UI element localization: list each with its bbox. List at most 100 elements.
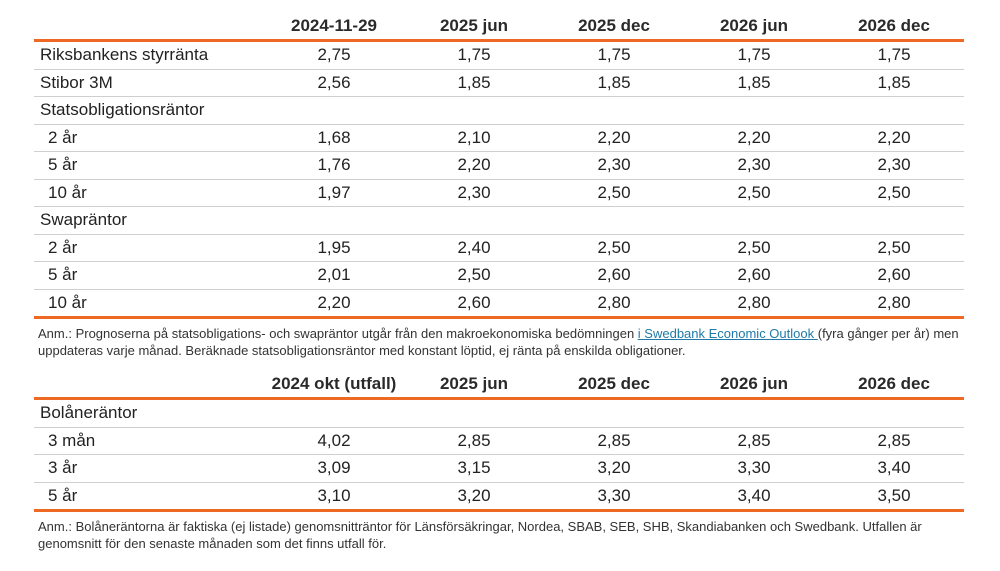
cell: 3,40: [737, 485, 771, 505]
header-cell-2026-dec: 2026 dec: [858, 374, 930, 393]
header-cell-2025-jun: 2025 jun: [439, 16, 509, 35]
row-label: 5 år: [48, 265, 78, 285]
header-cell-2025-dec: 2025 dec: [578, 374, 650, 393]
row-label: 10 år: [48, 182, 87, 202]
cell: 2,60: [597, 265, 631, 285]
cell: 2,56: [317, 72, 351, 92]
cell: 2,60: [737, 265, 771, 285]
cell: 1,85: [877, 72, 911, 92]
cell: 2,80: [877, 292, 911, 312]
cell: 3,40: [877, 458, 911, 478]
mortgage-rate-table: 2024 okt (utfall) 2025 jun 2025 dec 2026…: [34, 371, 964, 552]
section-label: Bolåneräntor: [40, 403, 138, 423]
cell: 2,85: [597, 430, 631, 450]
cell: 2,20: [597, 127, 631, 147]
cell: 2,80: [737, 292, 771, 312]
cell: 3,30: [737, 458, 771, 478]
policy-rate-table: 2024-11-29 2025 jun 2025 dec 2026 jun 20…: [34, 13, 964, 371]
table-row: 2 år 1,68 2,10 2,20 2,20 2,20: [34, 125, 964, 152]
cell: 3,15: [457, 458, 491, 478]
note-text: Anm.: Prognoserna på statsobligations- o…: [38, 326, 638, 341]
header-cell-2024-okt: 2024 okt (utfall): [271, 374, 397, 393]
table-row: Riksbankens styrränta 2,75 1,75 1,75 1,7…: [34, 42, 964, 70]
cell: 3,09: [317, 458, 351, 478]
cell: 1,85: [737, 72, 771, 92]
row-label: 2 år: [48, 237, 78, 257]
table-row: 5 år 3,10 3,20 3,30 3,40 3,50: [34, 483, 964, 512]
table-row: 10 år 1,97 2,30 2,50 2,50 2,50: [34, 180, 964, 207]
cell: 2,50: [597, 237, 631, 257]
header-cell-2025-jun: 2025 jun: [439, 374, 509, 393]
cell: 2,60: [877, 265, 911, 285]
header-cell-2025-dec: 2025 dec: [578, 16, 650, 35]
cell: 3,30: [597, 485, 631, 505]
cell: 2,10: [457, 127, 491, 147]
cell: 3,20: [597, 458, 631, 478]
cell: 2,40: [457, 237, 491, 257]
header-cell-2026-jun: 2026 jun: [719, 374, 789, 393]
table-note: Anm.: Bolåneräntorna är faktiska (ej lis…: [38, 519, 922, 551]
cell: 1,85: [597, 72, 631, 92]
cell: 1,75: [877, 45, 911, 65]
table-row: 5 år 2,01 2,50 2,60 2,60 2,60: [34, 262, 964, 290]
table-row: 2 år 1,95 2,40 2,50 2,50 2,50: [34, 235, 964, 262]
swedbank-economic-outlook-link[interactable]: i Swedbank Economic Outlook: [637, 326, 818, 341]
table-row: 5 år 1,76 2,20 2,30 2,30 2,30: [34, 152, 964, 180]
section-row: Bolåneräntor: [34, 400, 964, 428]
cell: 2,85: [457, 430, 491, 450]
cell: 2,01: [317, 265, 351, 285]
cell: 2,30: [597, 155, 631, 175]
cell: 1,75: [597, 45, 631, 65]
section-label: Swapräntor: [40, 210, 127, 230]
cell: 2,80: [597, 292, 631, 312]
cell: 2,50: [457, 265, 491, 285]
row-label: 5 år: [48, 485, 78, 505]
table-note: Anm.: Prognoserna på statsobligations- o…: [34, 319, 964, 371]
cell: 2,85: [737, 430, 771, 450]
cell: 1,75: [457, 45, 491, 65]
row-label: 3 mån: [48, 430, 96, 450]
section-row: Statsobligationsräntor: [34, 97, 964, 125]
cell: 2,50: [737, 237, 771, 257]
cell: 2,60: [457, 292, 491, 312]
header-cell-2026-dec: 2026 dec: [858, 16, 930, 35]
table-header: 2024-11-29 2025 jun 2025 dec 2026 jun 20…: [34, 13, 964, 42]
table-row: 3 mån 4,02 2,85 2,85 2,85 2,85: [34, 428, 964, 455]
cell: 1,85: [457, 72, 491, 92]
section-row: Swapräntor: [34, 207, 964, 235]
cell: 2,50: [877, 182, 911, 202]
table-header: 2024 okt (utfall) 2025 jun 2025 dec 2026…: [34, 371, 964, 400]
cell: 2,30: [737, 155, 771, 175]
row-label: Stibor 3M: [40, 72, 113, 92]
cell: 1,68: [317, 127, 351, 147]
table-row: Stibor 3M 2,56 1,85 1,85 1,85 1,85: [34, 70, 964, 97]
interest-rate-forecast-sheet: 2024-11-29 2025 jun 2025 dec 2026 jun 20…: [34, 13, 964, 552]
row-label: Riksbankens styrränta: [40, 45, 209, 65]
cell: 2,85: [877, 430, 911, 450]
cell: 4,02: [317, 430, 351, 450]
row-label: 5 år: [48, 155, 78, 175]
cell: 2,75: [317, 45, 351, 65]
header-cell-2024-11-29: 2024-11-29: [290, 16, 378, 35]
cell: 2,20: [457, 155, 491, 175]
row-label: 3 år: [48, 458, 78, 478]
table-row: 10 år 2,20 2,60 2,80 2,80 2,80: [34, 290, 964, 319]
cell: 2,50: [597, 182, 631, 202]
row-label: 10 år: [48, 292, 87, 312]
section-label: Statsobligationsräntor: [40, 100, 205, 120]
cell: 1,75: [737, 45, 771, 65]
cell: 3,50: [877, 485, 911, 505]
cell: 2,50: [877, 237, 911, 257]
header-cell-2026-jun: 2026 jun: [719, 16, 789, 35]
cell: 2,30: [877, 155, 911, 175]
cell: 1,76: [317, 155, 351, 175]
note-text: (fyra gånger per år) men uppdateras varj…: [38, 326, 959, 358]
table-row: 3 år 3,09 3,15 3,20 3,30 3,40: [34, 455, 964, 483]
cell: 2,20: [317, 292, 351, 312]
cell: 2,20: [877, 127, 911, 147]
cell: 2,30: [457, 182, 491, 202]
cell: 1,95: [317, 237, 351, 257]
cell: 2,50: [737, 182, 771, 202]
row-label: 2 år: [48, 127, 78, 147]
cell: 3,20: [457, 485, 491, 505]
